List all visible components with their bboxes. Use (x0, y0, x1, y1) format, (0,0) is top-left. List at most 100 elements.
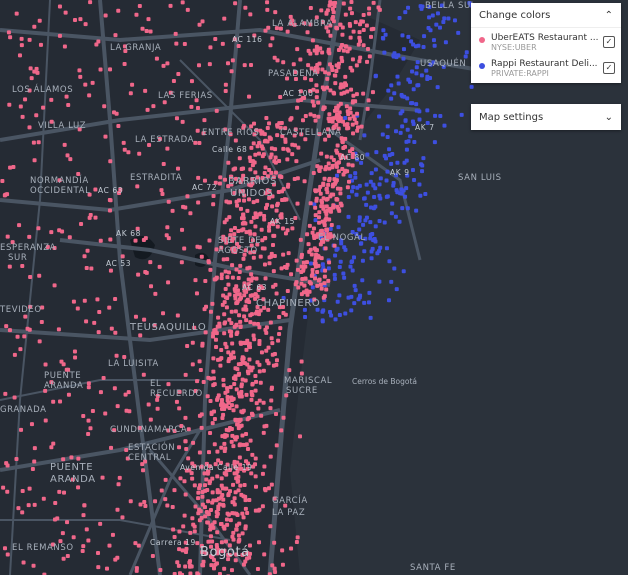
restaurant-dot (242, 63, 247, 68)
restaurant-dot (274, 291, 279, 296)
layer-item[interactable]: UberEATS Restaurant ... NYSE:UBER ✓ (471, 28, 621, 54)
restaurant-dot (45, 244, 50, 249)
restaurant-dot (304, 260, 309, 265)
restaurant-dot (338, 191, 343, 196)
restaurant-dot (417, 117, 422, 122)
restaurant-dot (334, 164, 339, 169)
restaurant-dot (328, 209, 333, 214)
restaurant-dot (320, 20, 325, 25)
place-label: ESTRADITA (130, 173, 182, 183)
restaurant-dot (260, 146, 265, 151)
restaurant-dot (232, 37, 237, 42)
restaurant-dot (184, 468, 189, 473)
restaurant-dot (195, 541, 200, 546)
restaurant-dot (138, 333, 143, 338)
restaurant-dot (177, 571, 182, 575)
restaurant-dot (233, 176, 238, 181)
restaurant-dot (276, 190, 281, 195)
restaurant-dot (377, 218, 382, 223)
restaurant-dot (312, 48, 317, 53)
restaurant-dot (442, 123, 447, 128)
restaurant-dot (208, 534, 213, 539)
restaurant-dot (303, 137, 308, 142)
layer-color[interactable] (479, 37, 485, 43)
restaurant-dot (62, 44, 67, 49)
panel-header[interactable]: Change colors ⌃ (471, 3, 621, 28)
restaurant-dot (400, 94, 405, 99)
restaurant-dot (252, 232, 257, 237)
restaurant-dot (352, 255, 357, 260)
restaurant-dot (419, 73, 424, 78)
restaurant-dot (250, 293, 255, 298)
restaurant-dot (303, 276, 308, 281)
restaurant-dot (7, 264, 12, 269)
restaurant-dot (336, 65, 341, 70)
restaurant-dot (243, 221, 248, 226)
restaurant-dot (320, 262, 325, 267)
restaurant-dot (269, 385, 274, 390)
restaurant-dot (392, 91, 397, 96)
restaurant-dot (155, 394, 160, 399)
restaurant-dot (421, 44, 426, 49)
restaurant-dot (219, 347, 224, 352)
place-label: CHAPINERO (256, 298, 320, 309)
restaurant-dot (327, 112, 332, 117)
restaurant-dot (272, 566, 277, 571)
restaurant-dot (83, 82, 88, 87)
restaurant-dot (401, 47, 406, 52)
restaurant-dot (381, 28, 386, 33)
restaurant-dot (410, 167, 415, 172)
restaurant-dot (322, 105, 327, 110)
checkbox[interactable]: ✓ (603, 62, 615, 74)
restaurant-dot (146, 17, 151, 22)
restaurant-dot (73, 355, 78, 360)
restaurant-dot (264, 423, 269, 428)
restaurant-dot (387, 147, 392, 152)
restaurant-dot (157, 264, 162, 269)
restaurant-dot (193, 140, 198, 145)
restaurant-dot (52, 246, 57, 251)
restaurant-dot (247, 357, 252, 362)
checkbox[interactable]: ✓ (603, 36, 615, 48)
place-label: AGOSTO (218, 246, 258, 256)
restaurant-dot (340, 153, 345, 158)
restaurant-dot (292, 133, 297, 138)
restaurant-dot (298, 89, 303, 94)
restaurant-dot (265, 139, 270, 144)
layer-color[interactable] (479, 63, 485, 69)
restaurant-dot (349, 308, 354, 313)
restaurant-dot (49, 445, 54, 450)
restaurant-dot (237, 455, 242, 460)
restaurant-dot (427, 15, 432, 20)
restaurant-dot (86, 418, 91, 423)
restaurant-dot (343, 74, 348, 79)
restaurant-dot (332, 177, 337, 182)
restaurant-dot (285, 288, 290, 293)
restaurant-dot (371, 238, 376, 243)
restaurant-dot (274, 358, 279, 363)
restaurant-dot (369, 171, 374, 176)
restaurant-dot (57, 178, 62, 183)
restaurant-dot (324, 227, 329, 232)
restaurant-dot (366, 98, 371, 103)
restaurant-dot (414, 102, 419, 107)
layer-item[interactable]: Rappi Restaurant Deli... PRIVATE:RAPPI ✓ (471, 54, 621, 83)
restaurant-dot (249, 219, 254, 224)
restaurant-dot (122, 44, 127, 49)
restaurant-dot (303, 113, 308, 118)
restaurant-dot (293, 143, 298, 148)
restaurant-dot (371, 0, 376, 5)
restaurant-dot (325, 76, 330, 81)
restaurant-dot (294, 159, 299, 164)
restaurant-dot (116, 482, 121, 487)
restaurant-dot (250, 452, 255, 457)
restaurant-dot (172, 534, 177, 539)
restaurant-dot (184, 549, 189, 554)
settings-panel[interactable]: Map settings ⌄ (471, 104, 621, 130)
restaurant-dot (392, 266, 397, 271)
restaurant-dot (14, 11, 19, 16)
restaurant-dot (339, 55, 344, 60)
restaurant-dot (227, 317, 232, 322)
restaurant-dot (10, 240, 15, 245)
restaurant-dot (160, 192, 165, 197)
